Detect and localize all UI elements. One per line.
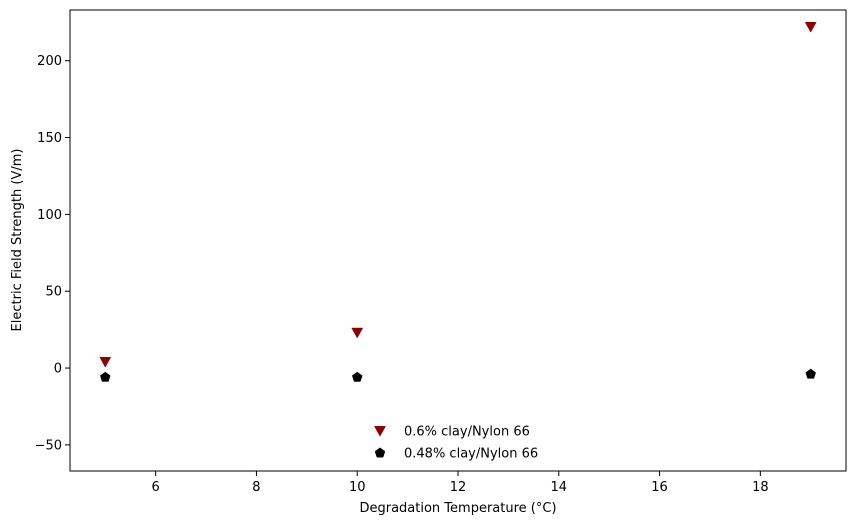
legend-marker	[374, 426, 386, 437]
data-point-series-2	[100, 371, 111, 382]
x-tick-label: 10	[349, 480, 366, 495]
x-axis-label: Degradation Temperature (°C)	[359, 501, 556, 516]
legend-label: 0.48% clay/Nylon 66	[404, 447, 538, 462]
y-tick-label: 150	[37, 131, 62, 146]
x-tick-label: 8	[252, 480, 260, 495]
legend-label: 0.6% clay/Nylon 66	[404, 425, 530, 440]
legend: 0.6% clay/Nylon 66 0.48% clay/Nylon 66	[374, 425, 538, 462]
y-axis: −50 0 50 100 150 200	[35, 54, 70, 453]
y-tick-label: 0	[54, 362, 62, 377]
x-tick-label: 12	[450, 480, 467, 495]
legend-marker	[374, 447, 386, 458]
data-point-series-2	[805, 368, 816, 379]
data-point-series-1	[804, 21, 817, 33]
data-point-series-1	[351, 327, 364, 339]
data-points	[99, 21, 817, 382]
x-axis: 6 8 10 12 14 16 18	[152, 471, 769, 495]
y-tick-label: 200	[37, 54, 62, 69]
y-axis-label: Electric Field Strength (V/m)	[10, 149, 25, 332]
x-tick-label: 6	[152, 480, 160, 495]
x-tick-label: 18	[752, 480, 769, 495]
x-tick-label: 16	[651, 480, 668, 495]
x-tick-label: 14	[551, 480, 568, 495]
data-point-series-2	[351, 371, 363, 382]
y-tick-label: 50	[45, 285, 62, 300]
plot-area	[69, 9, 847, 472]
y-tick-label: 100	[37, 208, 62, 223]
y-tick-label: −50	[35, 438, 62, 453]
data-point-series-1	[99, 356, 112, 368]
